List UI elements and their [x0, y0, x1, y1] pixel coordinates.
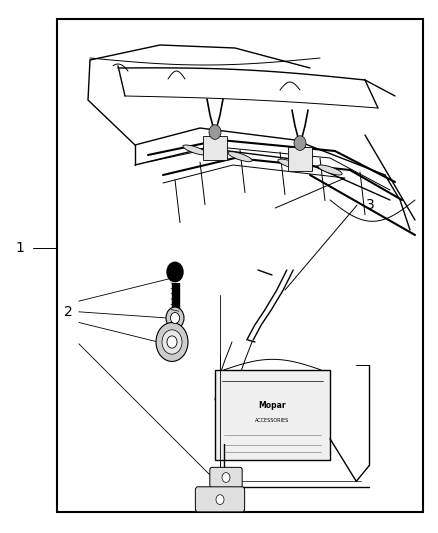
Text: ACCESSORIES: ACCESSORIES — [255, 417, 289, 423]
Bar — [57, 19, 423, 512]
Circle shape — [167, 262, 183, 282]
Circle shape — [294, 136, 306, 150]
Bar — [172, 283, 179, 320]
Ellipse shape — [228, 152, 252, 161]
Circle shape — [222, 473, 230, 482]
Text: Mopar: Mopar — [258, 400, 286, 409]
Circle shape — [170, 312, 180, 324]
Ellipse shape — [318, 165, 342, 175]
Circle shape — [166, 307, 184, 329]
Circle shape — [162, 330, 182, 354]
Circle shape — [156, 322, 188, 361]
Text: 3: 3 — [366, 198, 374, 212]
Bar — [203, 136, 227, 160]
Circle shape — [216, 495, 224, 504]
Text: 1: 1 — [15, 241, 24, 255]
Ellipse shape — [278, 159, 302, 169]
Bar — [288, 147, 312, 171]
Ellipse shape — [183, 145, 207, 155]
Bar — [215, 370, 330, 460]
FancyBboxPatch shape — [210, 467, 242, 488]
Circle shape — [167, 336, 177, 348]
Text: 2: 2 — [64, 305, 72, 319]
Circle shape — [209, 125, 221, 139]
FancyBboxPatch shape — [195, 487, 245, 512]
